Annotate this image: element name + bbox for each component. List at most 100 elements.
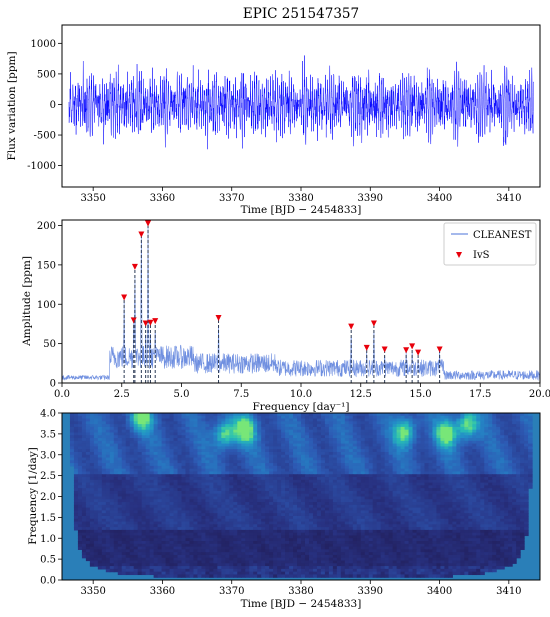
wavelet-cell	[209, 463, 214, 467]
wavelet-cell	[201, 477, 206, 481]
lightcurve-line	[68, 55, 534, 150]
wavelet-cell	[448, 418, 453, 422]
wavelet-cell	[93, 482, 99, 486]
wavelet-cell	[304, 493, 310, 498]
wavelet-cell	[185, 454, 191, 459]
wavelet-cell	[161, 413, 167, 417]
wavelet-cell	[324, 504, 330, 509]
wavelet-cell	[161, 515, 167, 520]
wavelet-cell	[340, 426, 346, 431]
wavelet-cell	[380, 457, 386, 461]
wavelet-cell	[233, 413, 238, 417]
wavelet-cell	[137, 479, 143, 484]
wavelet-cell	[245, 502, 250, 506]
wavelet-cell	[245, 435, 250, 439]
wavelet-cell	[476, 432, 481, 436]
wavelet-cell	[480, 438, 485, 442]
wavelet-cell	[512, 499, 517, 503]
wavelet-cell	[273, 454, 278, 459]
wavelet-cell	[344, 477, 350, 481]
ivs-marker	[370, 320, 377, 327]
wavelet-cell	[316, 485, 322, 489]
wavelet-cell	[153, 524, 159, 528]
wavelet-cell	[237, 465, 242, 470]
wavelet-cell	[436, 424, 442, 428]
wavelet-cell	[125, 426, 131, 431]
wavelet-cell	[221, 504, 226, 509]
wavelet-cell	[508, 521, 513, 525]
wavelet-cell	[237, 449, 242, 453]
wavelet-cell	[165, 451, 171, 456]
wavelet-cell	[388, 507, 394, 512]
wavelet-cell	[412, 418, 418, 422]
wavelet-cell	[440, 429, 445, 434]
wavelet-cell	[269, 443, 274, 447]
wavelet-cell	[121, 415, 127, 420]
wavelet-cell	[436, 521, 442, 525]
wavelet-cell	[308, 515, 314, 520]
wavelet-cell	[129, 496, 135, 500]
wavelet-cell	[492, 438, 497, 442]
wavelet-cell	[157, 424, 163, 428]
wavelet-cell	[193, 415, 199, 420]
wavelet-cell	[77, 485, 83, 489]
wavelet-cell	[157, 432, 163, 436]
wavelet-cell	[360, 465, 366, 470]
wavelet-cell	[332, 421, 338, 425]
wavelet-cell	[492, 482, 497, 486]
wavelet-cell	[504, 454, 509, 459]
wavelet-cell	[97, 488, 103, 492]
wavelet-cell	[69, 451, 75, 456]
wavelet-cell	[125, 474, 131, 478]
wavelet-cell	[149, 529, 155, 534]
wavelet-cell	[348, 502, 354, 506]
wavelet-cell	[324, 415, 330, 420]
wavelet-cell	[452, 440, 457, 445]
wavelet-cell	[392, 527, 398, 531]
wavelet-cell	[452, 485, 457, 489]
wavelet-cell	[85, 432, 91, 436]
wavelet-cell	[149, 510, 155, 514]
wavelet-cell	[229, 432, 234, 436]
wavelet-cell	[344, 429, 350, 434]
wavelet-cell	[169, 446, 175, 450]
wavelet-cell	[384, 440, 390, 445]
wavelet-cell	[332, 438, 338, 442]
wavelet-cell	[177, 504, 183, 509]
wavelet-cell	[93, 432, 99, 436]
wavelet-cell	[73, 471, 79, 475]
wavelet-cell	[145, 515, 151, 520]
wavelet-cell	[428, 438, 434, 442]
wavelet-cell	[480, 435, 485, 439]
wavelet-cell	[261, 463, 266, 467]
wavelet-cell	[205, 474, 210, 478]
wavelet-cell	[424, 463, 430, 467]
ivs-marker	[138, 231, 145, 238]
wavelet-cell	[269, 440, 274, 445]
wavelet-cell	[301, 451, 306, 456]
wavelet-cell	[157, 457, 163, 461]
wavelet-cell	[484, 524, 489, 528]
wavelet-cell	[400, 488, 406, 492]
wavelet-cell	[456, 471, 461, 475]
wavelet-cell	[508, 418, 513, 422]
wavelet-cell	[472, 460, 477, 464]
wavelet-cell	[340, 463, 346, 467]
wavelet-cell	[213, 518, 218, 523]
wavelet-cell	[153, 529, 159, 534]
wavelet-cell	[420, 418, 426, 422]
wavelet-cell	[257, 496, 262, 500]
wavelet-cell	[173, 451, 179, 456]
wavelet-cell	[436, 477, 442, 481]
wavelet-cell	[209, 527, 214, 531]
wavelet-cell	[412, 474, 418, 478]
wavelet-cell	[460, 499, 465, 503]
wavelet-cell	[253, 529, 258, 534]
wavelet-cell	[524, 490, 529, 495]
wavelet-cell	[113, 485, 119, 489]
wavelet-cell	[404, 488, 410, 492]
wavelet-cell	[97, 521, 103, 525]
wavelet-cell	[468, 496, 473, 500]
wavelet-cell	[281, 446, 286, 450]
wavelet-cell	[324, 471, 330, 475]
